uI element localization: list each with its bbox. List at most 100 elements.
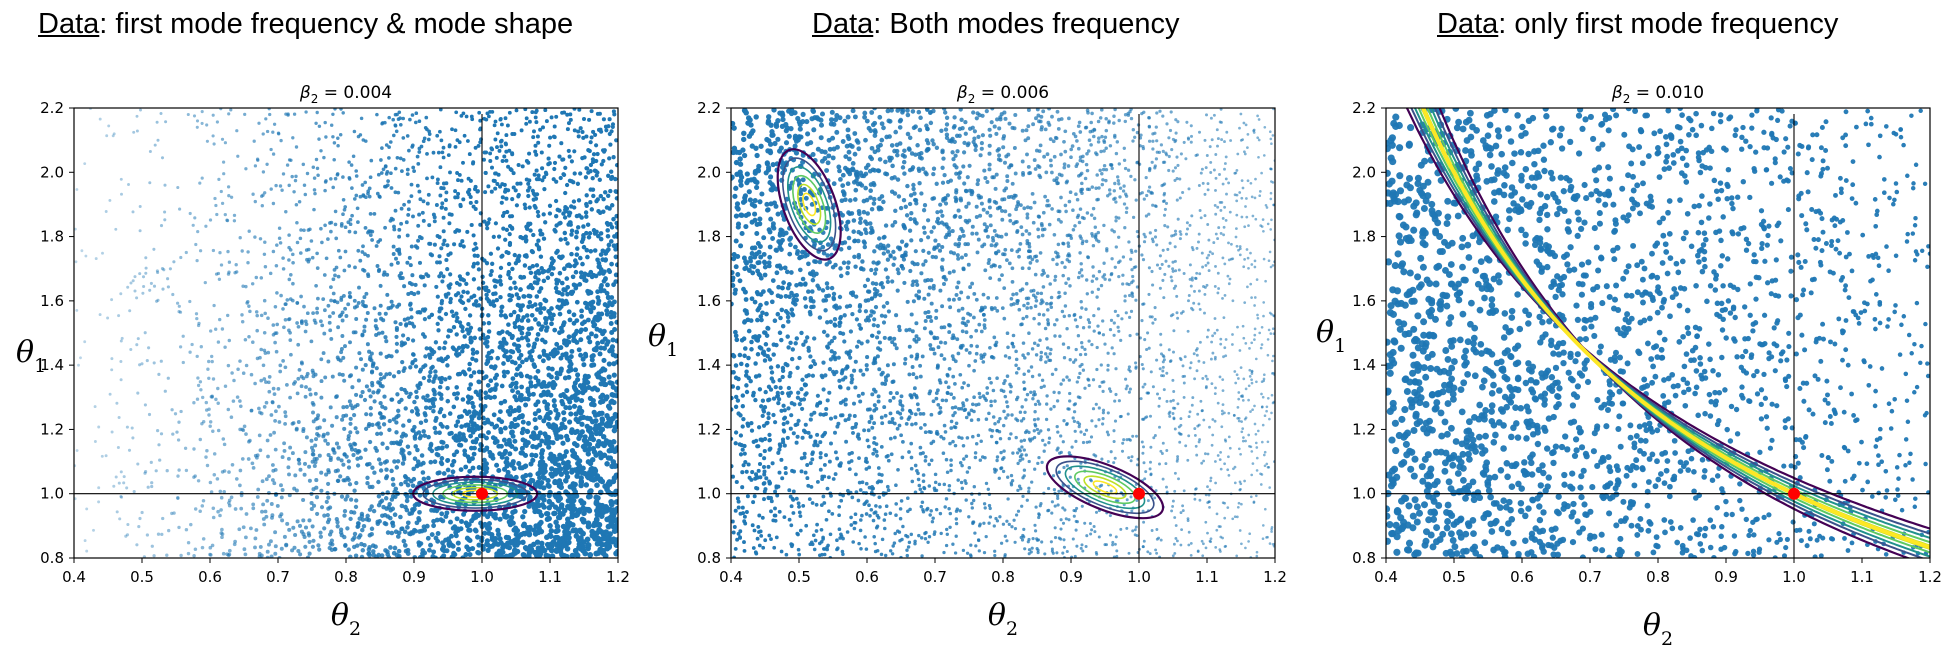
sample-point bbox=[199, 388, 203, 392]
sample-point bbox=[389, 497, 395, 502]
sample-point bbox=[583, 300, 588, 306]
sample-point bbox=[912, 217, 917, 222]
sample-point bbox=[426, 378, 432, 383]
sample-point bbox=[279, 293, 283, 298]
sample-point bbox=[422, 283, 427, 288]
sample-point bbox=[287, 233, 291, 237]
sample-point bbox=[521, 521, 527, 527]
sample-point bbox=[498, 313, 504, 318]
sample-point bbox=[210, 543, 215, 548]
sample-point bbox=[533, 143, 538, 148]
sample-point bbox=[591, 272, 596, 278]
sample-point bbox=[378, 461, 383, 466]
sample-point bbox=[434, 446, 439, 452]
sample-point bbox=[527, 205, 532, 210]
sample-point bbox=[439, 456, 445, 461]
panel-heading: Data: only first mode frequency bbox=[1437, 8, 1838, 41]
sample-point bbox=[467, 328, 472, 334]
sample-point bbox=[549, 501, 555, 508]
sample-point bbox=[107, 124, 111, 128]
sample-point bbox=[1091, 265, 1095, 269]
sample-point bbox=[444, 294, 449, 299]
sample-point bbox=[584, 214, 589, 219]
sample-point bbox=[467, 386, 472, 392]
sample-point bbox=[453, 533, 459, 539]
sample-point bbox=[431, 408, 436, 414]
sample-point bbox=[541, 306, 547, 311]
sample-point bbox=[531, 541, 537, 548]
sample-point bbox=[510, 197, 515, 202]
sample-point bbox=[258, 448, 263, 453]
sample-point bbox=[459, 114, 464, 118]
sample-point bbox=[119, 470, 123, 474]
sample-point bbox=[774, 535, 779, 540]
sample-point bbox=[271, 332, 276, 337]
sample-point bbox=[321, 432, 326, 437]
sample-point bbox=[929, 412, 934, 417]
sample-point bbox=[523, 402, 529, 408]
sample-point bbox=[515, 390, 521, 395]
sample-point bbox=[198, 380, 203, 384]
sample-point bbox=[578, 535, 584, 541]
sample-point bbox=[1124, 210, 1129, 215]
sample-point bbox=[203, 280, 207, 285]
sample-point bbox=[354, 169, 359, 173]
sample-point bbox=[402, 202, 407, 207]
sample-point bbox=[773, 384, 778, 390]
sample-point bbox=[495, 181, 500, 187]
sample-point bbox=[291, 525, 296, 530]
sample-point bbox=[463, 437, 468, 443]
sample-point bbox=[171, 432, 175, 436]
sample-point bbox=[731, 407, 734, 412]
sample-point bbox=[270, 513, 275, 518]
sample-point bbox=[1075, 544, 1079, 548]
sample-point bbox=[337, 372, 342, 377]
sample-point bbox=[555, 412, 561, 419]
sample-point bbox=[1201, 265, 1205, 269]
sample-point bbox=[569, 159, 574, 164]
sample-point bbox=[534, 168, 539, 173]
sample-point bbox=[566, 534, 572, 541]
sample-point bbox=[241, 284, 245, 288]
sample-point bbox=[561, 172, 566, 177]
sample-point bbox=[276, 131, 281, 135]
sample-point bbox=[492, 178, 497, 184]
sample-point bbox=[378, 383, 383, 388]
sample-point bbox=[1114, 367, 1118, 371]
sample-point bbox=[343, 205, 348, 209]
sample-point bbox=[368, 406, 373, 411]
sample-point bbox=[563, 190, 568, 196]
sample-point bbox=[119, 360, 123, 363]
sample-point bbox=[391, 117, 395, 122]
sample-point bbox=[564, 388, 570, 394]
sample-point bbox=[544, 437, 550, 443]
sample-point bbox=[97, 486, 101, 490]
sample-point bbox=[455, 546, 462, 552]
sample-point bbox=[1071, 228, 1076, 232]
sample-point bbox=[293, 380, 297, 384]
sample-point bbox=[352, 413, 357, 418]
sample-point bbox=[560, 401, 566, 407]
sample-point bbox=[613, 176, 618, 182]
sample-point bbox=[470, 465, 476, 471]
sample-point bbox=[593, 347, 599, 353]
sample-point bbox=[360, 548, 366, 553]
sample-point bbox=[745, 494, 750, 499]
sample-point bbox=[339, 347, 344, 351]
sample-point bbox=[211, 377, 216, 381]
sample-point bbox=[253, 381, 257, 386]
sample-point bbox=[110, 430, 114, 434]
sample-point bbox=[499, 383, 505, 389]
sample-point bbox=[313, 391, 318, 396]
sample-point bbox=[396, 408, 401, 413]
sample-point bbox=[176, 496, 180, 500]
sample-point bbox=[324, 135, 328, 139]
sample-point bbox=[163, 218, 167, 222]
sample-point bbox=[158, 458, 162, 462]
sample-point bbox=[424, 272, 429, 277]
sample-point bbox=[553, 528, 559, 535]
sample-point bbox=[600, 550, 607, 557]
sample-point bbox=[353, 553, 359, 558]
sample-point bbox=[495, 355, 501, 361]
